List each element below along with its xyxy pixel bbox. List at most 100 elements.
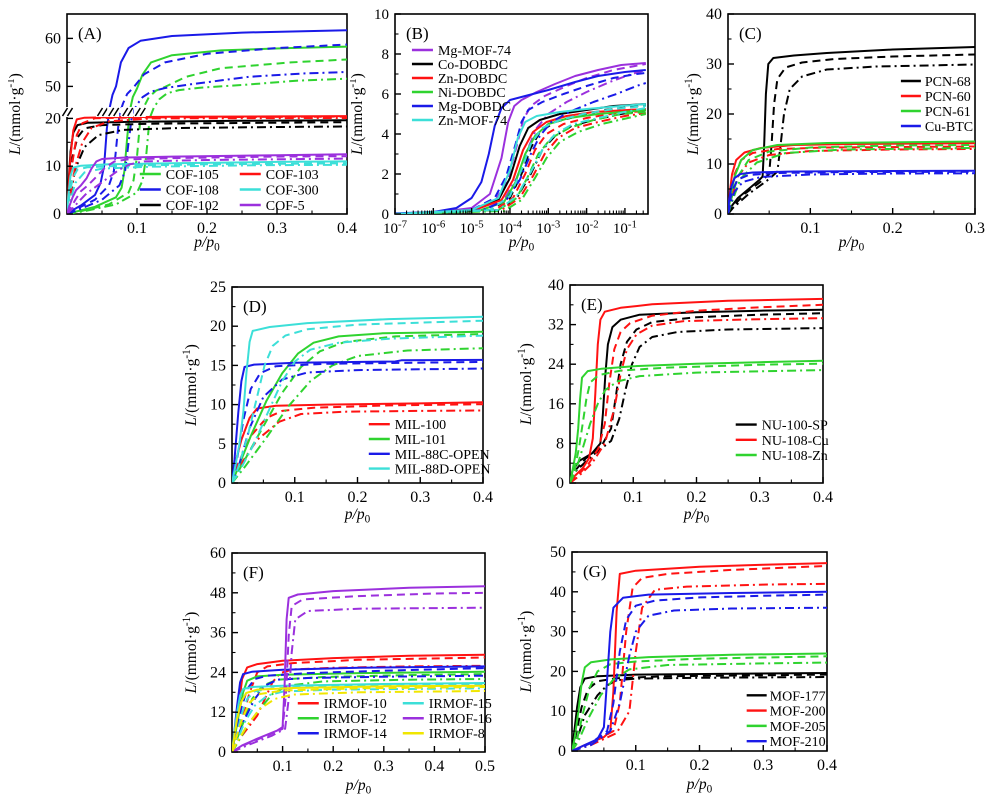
y-tick-label: 10 (374, 7, 389, 23)
axis-break-slash (122, 107, 129, 117)
x-axis-label: p/p0 (345, 777, 372, 797)
y-tick-label: 15 (210, 357, 226, 374)
y-tick-label: 60 (45, 30, 61, 47)
y-tick-label: 0 (53, 206, 61, 223)
x-tick-label: 0.3 (753, 757, 773, 774)
axis-break-slash (139, 107, 146, 117)
legend-label-MOF-177: MOF-177 (770, 689, 826, 704)
legend-label-Cu-BTC: Cu-BTC (925, 120, 973, 135)
panel-letter-B: (B) (406, 24, 429, 43)
curve-Cu-BTC-dashed (728, 170, 975, 214)
legend-label-COF-5: COF-5 (266, 199, 305, 214)
y-tick-label: 16 (548, 396, 564, 413)
axis-break-slash (66, 107, 74, 117)
y-axis-label: L/(mmol·g-1) (181, 344, 200, 427)
panel-letter-G: (G) (583, 562, 607, 581)
legend-label-Zn-MOF-74: Zn-MOF-74 (438, 114, 507, 129)
axis-break-gap (61, 107, 73, 117)
y-tick-label: 40 (550, 584, 566, 601)
y-tick-label: 20 (706, 106, 722, 123)
legend-label-COF-105: COF-105 (166, 168, 219, 183)
y-tick-label: 10 (706, 156, 722, 173)
y-axis-label: L/(mmol·g-1) (350, 73, 366, 156)
x-axis-label: p/p0 (686, 776, 713, 796)
curve-MOF-205-solid (572, 652, 827, 751)
curve-PCN-60-dashdot (728, 148, 975, 214)
legend-label-COF-300: COF-300 (266, 184, 319, 199)
curve-Mg-DOBDC-solid (395, 69, 646, 214)
y-tick-label: 0 (714, 206, 722, 223)
x-tick-label: 0.5 (475, 758, 495, 775)
y-tick-label: 12 (210, 704, 226, 721)
legend-label-Mg-MOF-74: Mg-MOF-74 (438, 44, 511, 59)
y-tick-label: 5 (218, 436, 226, 453)
legend-label-Zn-DOBDC: Zn-DOBDC (438, 72, 507, 87)
legend-label-PCN-68: PCN-68 (925, 75, 971, 90)
legend-label-PCN-61: PCN-61 (925, 105, 971, 120)
y-tick-label: 25 (210, 279, 226, 296)
y-tick-label: 2 (382, 167, 390, 183)
curve-MOF-200-dashdot (572, 582, 827, 751)
curve-COF-108-dashdot (67, 71, 347, 214)
panel-letter-D: (D) (243, 297, 267, 316)
x-tick-label: 0.4 (424, 758, 444, 775)
curve-COF-5-dashdot (67, 157, 347, 214)
curve-NU-108-Zn-dashed (570, 362, 823, 483)
x-tick-label: 0.2 (690, 757, 710, 774)
panel-letter-A: (A) (78, 24, 102, 43)
legend-label-Ni-DOBDC: Ni-DOBDC (438, 86, 506, 101)
y-tick-label: 0 (218, 744, 226, 761)
curves-E (570, 297, 823, 483)
x-tick-label: 10-1 (613, 218, 637, 237)
curve-NU-108-Zn-dashdot (570, 369, 823, 483)
x-tick-label: 10-6 (421, 218, 446, 237)
curve-COF-102-dashed (67, 121, 347, 214)
y-tick-label: 8 (382, 47, 390, 63)
curve-PCN-60-dashed (728, 145, 975, 214)
curve-COF-108-dashed (67, 43, 347, 214)
y-tick-label: 10 (550, 703, 566, 720)
axis-break-slash (134, 107, 141, 117)
x-tick-label: 0.4 (817, 757, 837, 774)
curve-Zn-MOF-74-dashdot (395, 107, 646, 214)
curve-MOF-205-dashed (572, 655, 827, 751)
curve-IRMOF-10-dashed (232, 656, 485, 752)
curve-NU-108-Cu-dashed (570, 303, 823, 483)
axis-break-slash (96, 107, 104, 117)
curve-MIL-88D-OPEN-dashdot (232, 334, 483, 483)
curve-MIL-101-dashdot (232, 347, 483, 483)
y-tick-label: 0 (218, 475, 226, 492)
curve-Zn-DOBDC-dashdot (395, 112, 646, 214)
curve-MIL-88C-OPEN-solid (232, 358, 483, 483)
legend-label-NU-108-Cu: NU-108-Cu (762, 434, 829, 449)
x-tick-label: 0.2 (323, 758, 343, 775)
y-tick-label: 48 (210, 585, 226, 602)
legend-label-IRMOF-15: IRMOF-15 (429, 697, 492, 712)
y-tick-label: 50 (550, 544, 566, 561)
curve-IRMOF-12-dashdot (232, 678, 485, 752)
x-axis-label: p/p0 (683, 506, 710, 526)
legend-label-MIL-88C-OPEN: MIL-88C-OPEN (395, 448, 490, 463)
legend-label-NU-108-Zn: NU-108-Zn (762, 449, 828, 464)
subplot-G: 0.1 0.2 0.3 0.4 0 10 20 30 40 50 (G) p/p0 L/(mmol·g-… (516, 544, 837, 796)
panel-D: 0.1 0.2 0.3 0.4 0 5 10 15 20 25 (D) p/p0 L/(mmol·g-1… (180, 268, 512, 530)
axis-break-slash (127, 107, 134, 117)
curve-Ni-DOBDC-dashed (395, 111, 646, 214)
curve-Zn-MOF-74-dashed (395, 105, 646, 214)
curves-B (395, 62, 647, 214)
curve-COF-102-dashdot (67, 125, 347, 214)
legend-label-IRMOF-10: IRMOF-10 (324, 697, 387, 712)
x-axis-label: p/p0 (838, 234, 865, 254)
curve-Zn-DOBDC-dashed (395, 110, 646, 214)
curve-COF-105-solid (67, 45, 347, 214)
x-tick-label: 10-3 (536, 218, 560, 237)
subplot-E: 0.1 0.2 0.3 0.4 0 8 16 24 32 40 (E) p/p0 L/(mmol·g-1… (516, 277, 833, 526)
y-axis-label: L/(mmol·g-1) (683, 73, 702, 156)
y-tick-label: 0 (382, 207, 390, 223)
panel-E: 0.1 0.2 0.3 0.4 0 8 16 24 32 40 (E) p/p0 L/(mmol·g-1… (515, 268, 845, 530)
y-tick-label: 0 (556, 475, 564, 492)
axis-break-slash (113, 107, 120, 117)
